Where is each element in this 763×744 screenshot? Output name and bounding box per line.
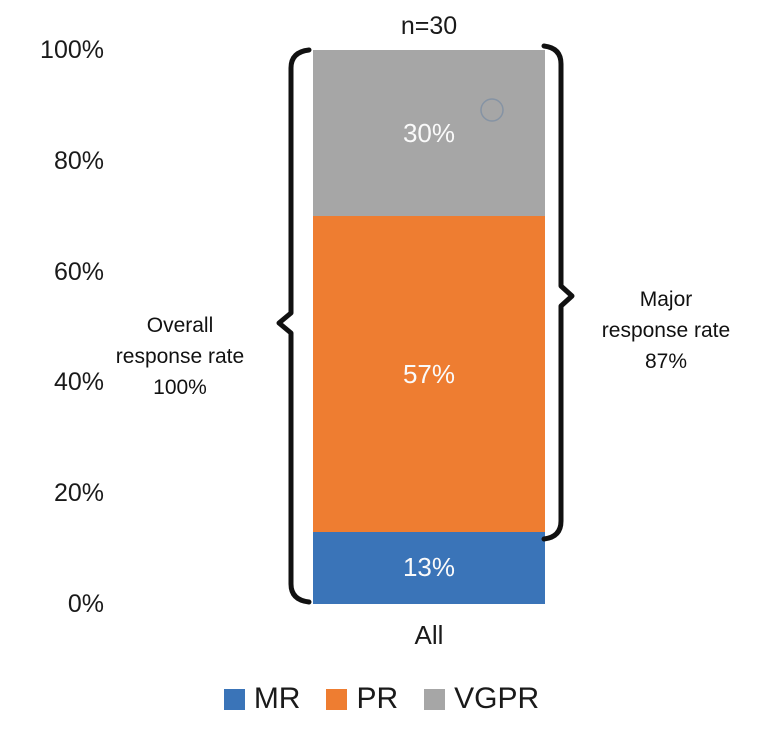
legend-swatch-mr: [223, 688, 245, 710]
annotation-line: 87%: [644, 350, 688, 373]
bar-all: 30% 57% 13%: [313, 50, 545, 604]
segment-pr-label: 57%: [402, 358, 456, 389]
legend-swatch-vgpr: [424, 688, 446, 710]
legend: MR PR VGPR: [0, 682, 763, 716]
legend-label-mr: MR: [253, 682, 301, 715]
y-tick-20: 20%: [53, 479, 104, 508]
legend-label-pr: PR: [356, 682, 399, 715]
y-tick-100: 100%: [40, 36, 104, 64]
major-response-annotation: Major response rate 87%: [575, 284, 757, 377]
overall-bracket: [276, 47, 312, 605]
x-axis-category-label: All: [414, 620, 444, 650]
legend-swatch-pr: [326, 688, 348, 710]
y-axis: 100% 80% 60% 40% 20% 0%: [8, 35, 104, 619]
overall-response-annotation: Overall response rate 100%: [85, 310, 275, 403]
y-tick-40: 40%: [53, 368, 104, 397]
annotation-line: Major: [639, 288, 693, 311]
segment-mr: 13%: [313, 531, 545, 604]
legend-item-pr: PR: [326, 682, 398, 716]
chart-title: n=30: [400, 12, 458, 40]
annotation-line: response rate: [601, 319, 731, 342]
annotation-line: 100%: [153, 376, 207, 399]
segment-pr: 57%: [313, 216, 545, 532]
legend-item-mr: MR: [223, 682, 301, 716]
annotation-line: response rate: [115, 345, 245, 368]
segment-mr-label: 13%: [402, 552, 456, 583]
y-tick-60: 60%: [53, 257, 104, 286]
legend-label-vgpr: VGPR: [454, 682, 540, 715]
segment-vgpr: 30%: [313, 50, 545, 217]
legend-item-vgpr: VGPR: [424, 682, 539, 716]
segment-vgpr-label: 30%: [402, 117, 456, 148]
y-tick-0: 0%: [67, 589, 104, 618]
annotation-line: Overall: [146, 314, 214, 337]
y-tick-80: 80%: [53, 146, 104, 175]
major-bracket: [541, 43, 575, 542]
